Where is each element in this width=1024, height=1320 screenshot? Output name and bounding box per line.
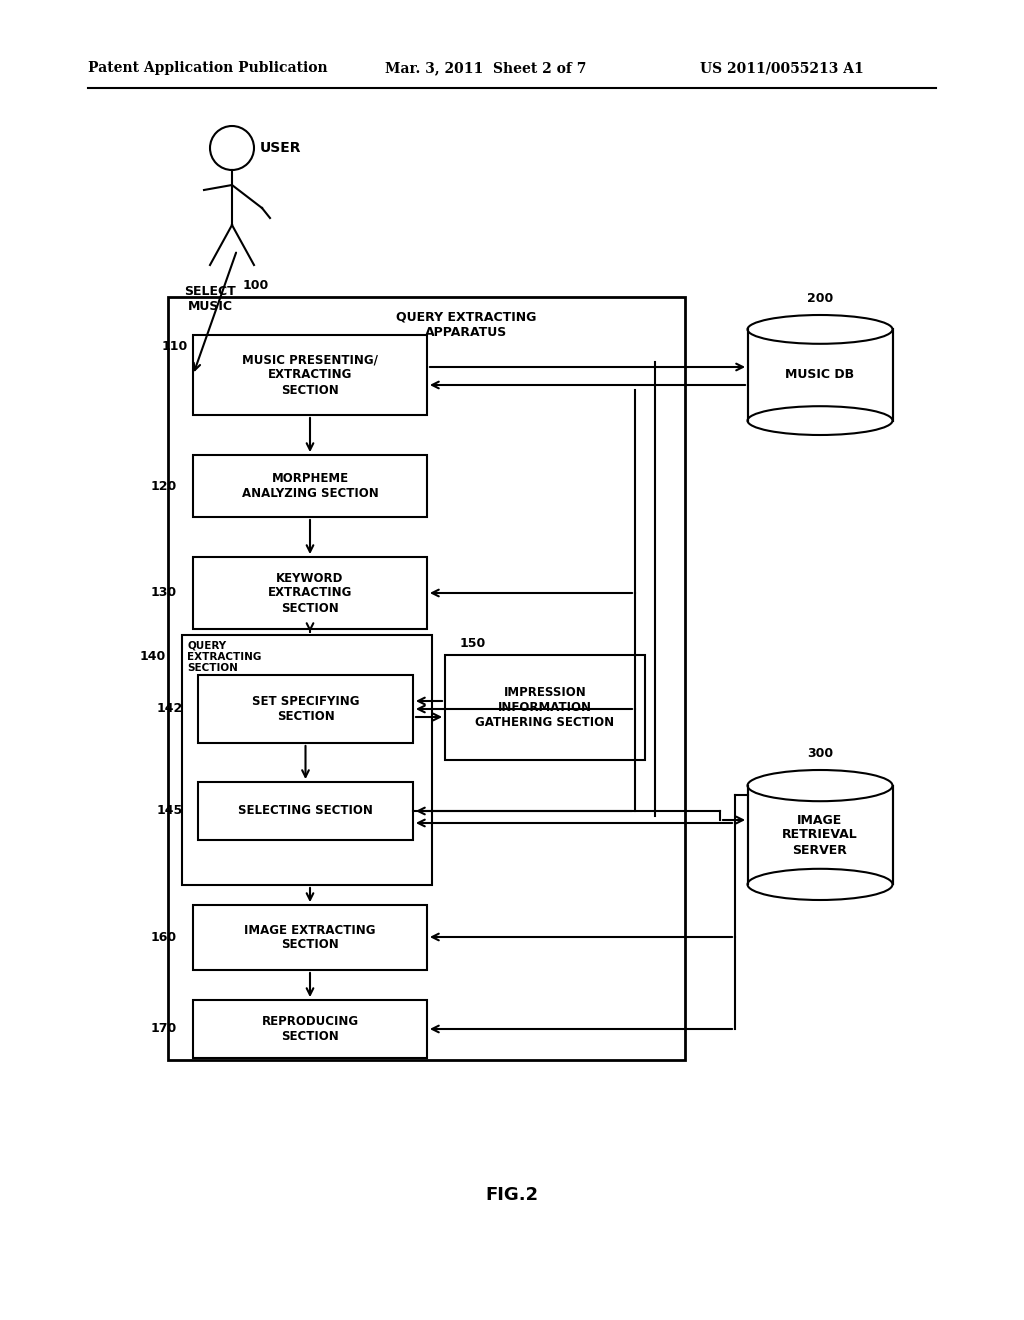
Text: Patent Application Publication: Patent Application Publication <box>88 61 328 75</box>
Ellipse shape <box>748 315 893 343</box>
Text: MUSIC DB: MUSIC DB <box>785 368 855 381</box>
Text: SELECTING SECTION: SELECTING SECTION <box>238 804 373 817</box>
Text: SET SPECIFYING
SECTION: SET SPECIFYING SECTION <box>252 696 359 723</box>
Text: 100: 100 <box>243 279 269 292</box>
Ellipse shape <box>748 869 893 900</box>
Text: 110: 110 <box>162 341 188 352</box>
Text: IMAGE
RETRIEVAL
SERVER: IMAGE RETRIEVAL SERVER <box>782 813 858 857</box>
Text: 170: 170 <box>151 1023 177 1035</box>
Text: 160: 160 <box>151 931 177 944</box>
Bar <box>198 675 413 743</box>
Text: Mar. 3, 2011  Sheet 2 of 7: Mar. 3, 2011 Sheet 2 of 7 <box>385 61 587 75</box>
Text: 200: 200 <box>807 292 834 305</box>
Bar <box>193 335 427 414</box>
Text: 150: 150 <box>460 638 486 649</box>
Text: 145: 145 <box>157 804 183 817</box>
Text: QUERY
EXTRACTING
SECTION: QUERY EXTRACTING SECTION <box>187 640 261 673</box>
Text: REPRODUCING
SECTION: REPRODUCING SECTION <box>261 1015 358 1043</box>
Bar <box>193 906 427 970</box>
Bar <box>182 635 432 884</box>
Bar <box>748 785 893 884</box>
Bar <box>193 557 427 630</box>
Bar <box>198 781 413 840</box>
Text: USER: USER <box>260 141 301 154</box>
Text: SELECT
MUSIC: SELECT MUSIC <box>184 285 236 313</box>
Text: MORPHEME
ANALYZING SECTION: MORPHEME ANALYZING SECTION <box>242 473 379 500</box>
Bar <box>193 1001 427 1059</box>
Text: FIG.2: FIG.2 <box>485 1185 539 1204</box>
Text: IMAGE EXTRACTING
SECTION: IMAGE EXTRACTING SECTION <box>245 924 376 952</box>
Text: 130: 130 <box>151 586 177 599</box>
Text: 120: 120 <box>151 479 177 492</box>
Text: 140: 140 <box>140 649 166 663</box>
Text: 300: 300 <box>807 747 834 760</box>
Text: IMPRESSION
INFORMATION
GATHERING SECTION: IMPRESSION INFORMATION GATHERING SECTION <box>475 686 614 729</box>
Text: US 2011/0055213 A1: US 2011/0055213 A1 <box>700 61 864 75</box>
Bar <box>748 330 893 421</box>
Text: MUSIC PRESENTING/
EXTRACTING
SECTION: MUSIC PRESENTING/ EXTRACTING SECTION <box>242 354 378 396</box>
Text: QUERY EXTRACTING
APPARATUS: QUERY EXTRACTING APPARATUS <box>396 312 537 339</box>
Text: 142: 142 <box>157 702 183 715</box>
Ellipse shape <box>748 770 893 801</box>
Bar <box>168 297 685 1060</box>
Bar <box>193 455 427 517</box>
Text: KEYWORD
EXTRACTING
SECTION: KEYWORD EXTRACTING SECTION <box>268 572 352 615</box>
Bar <box>445 655 645 760</box>
Ellipse shape <box>748 407 893 436</box>
